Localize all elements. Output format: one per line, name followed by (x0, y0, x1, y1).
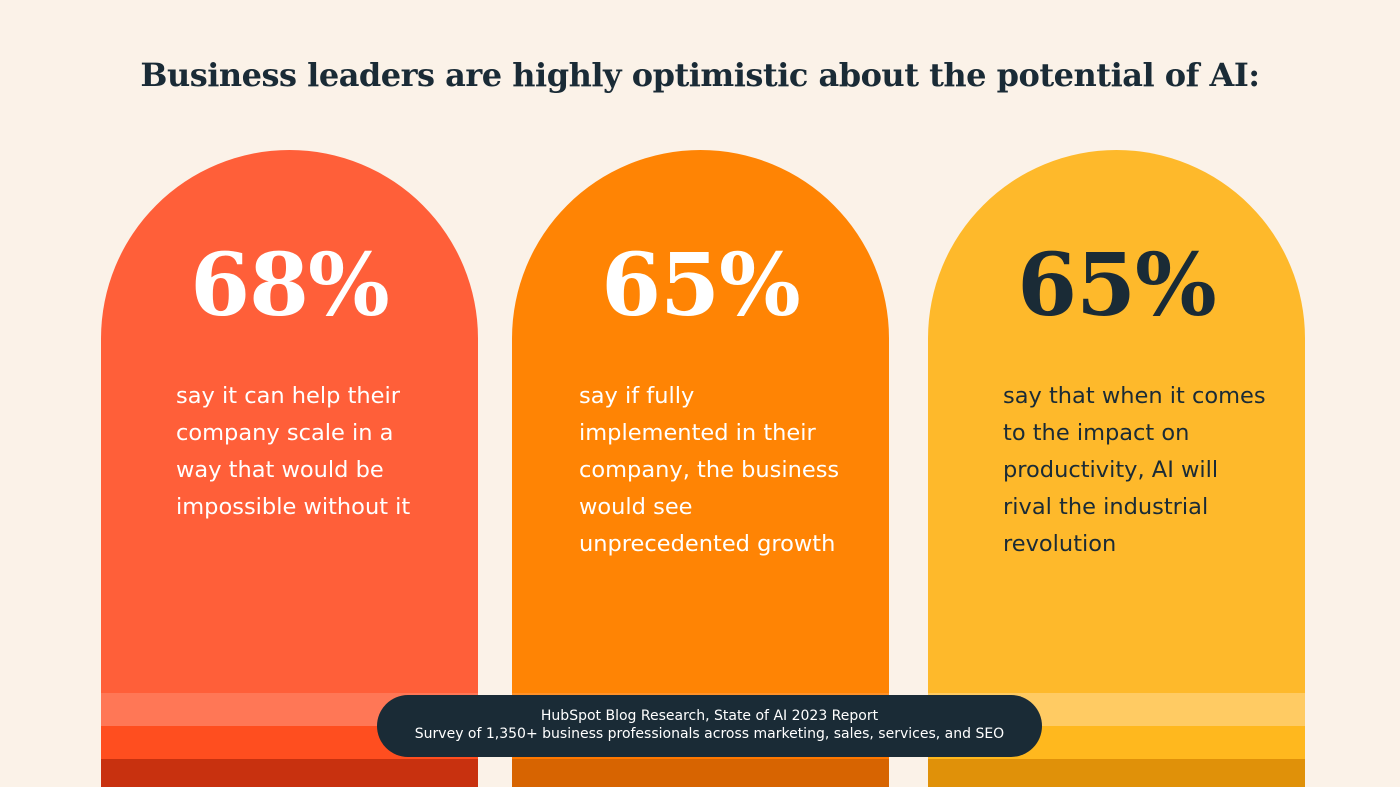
stat-value: 65% (601, 235, 800, 336)
stat-card-0: 68% say it can help their company scale … (101, 150, 478, 787)
stat-value: 68% (190, 235, 389, 336)
stat-value: 65% (1017, 235, 1216, 336)
stat-card-2: 65% say that when it comes to the impact… (928, 150, 1305, 787)
stat-card-1: 65% say if fully implemented in their co… (512, 150, 889, 787)
card-stripe (512, 759, 889, 787)
stat-description: say if fully implemented in their compan… (579, 383, 840, 557)
source-line-2: Survey of 1,350+ business professionals … (414, 726, 1005, 742)
stat-description: say that when it comes to the impact on … (1003, 383, 1266, 557)
source-line-1: HubSpot Blog Research, State of AI 2023 … (540, 708, 879, 724)
source-badge: HubSpot Blog Research, State of AI 2023 … (377, 695, 1042, 757)
card-stripe (101, 759, 478, 787)
stat-description: say it can help their company scale in a… (176, 383, 411, 520)
card-stripe (928, 759, 1305, 787)
page-title: Business leaders are highly optimistic a… (140, 56, 1260, 94)
